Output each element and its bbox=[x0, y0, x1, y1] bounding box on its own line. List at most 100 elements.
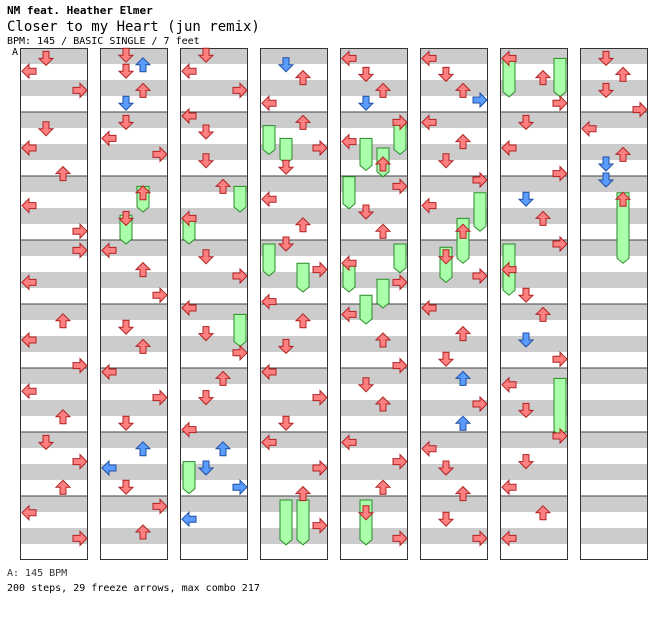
left-arrow bbox=[261, 434, 277, 451]
up-arrow bbox=[614, 191, 632, 207]
beat-stripe bbox=[100, 112, 168, 128]
up-arrow bbox=[54, 165, 72, 182]
up-arrow bbox=[134, 261, 152, 278]
left-arrow bbox=[341, 50, 357, 67]
right-arrow bbox=[232, 478, 248, 496]
down-arrow bbox=[277, 415, 295, 431]
freeze-arrow bbox=[262, 243, 276, 277]
up-arrow bbox=[534, 306, 552, 322]
beat-stripe bbox=[20, 240, 88, 256]
right-arrow bbox=[72, 222, 88, 240]
beat-stripe bbox=[500, 144, 568, 160]
beat-stripe bbox=[260, 432, 328, 448]
beat-stripe bbox=[260, 176, 328, 192]
right-arrow bbox=[552, 235, 568, 253]
down-arrow bbox=[117, 319, 135, 335]
beat-stripe bbox=[340, 336, 408, 352]
left-arrow bbox=[261, 293, 277, 310]
beat-stripe bbox=[180, 208, 248, 224]
beat-stripe bbox=[180, 48, 248, 64]
beat-stripe bbox=[180, 304, 248, 320]
up-arrow bbox=[454, 82, 472, 98]
beat-stripe bbox=[20, 80, 88, 96]
right-arrow bbox=[392, 453, 408, 470]
down-arrow bbox=[517, 332, 535, 348]
beat-stripe bbox=[260, 80, 328, 96]
beat-stripe bbox=[260, 368, 328, 384]
beat-stripe bbox=[500, 528, 568, 544]
left-arrow bbox=[341, 133, 357, 150]
up-arrow bbox=[294, 69, 312, 86]
beat-stripe bbox=[20, 112, 88, 128]
beat-stripe bbox=[100, 400, 168, 416]
down-arrow bbox=[197, 326, 215, 342]
down-arrow bbox=[437, 153, 455, 169]
left-arrow bbox=[421, 299, 437, 317]
up-arrow bbox=[214, 178, 232, 194]
beat-stripe bbox=[20, 336, 88, 352]
beat-stripe bbox=[340, 176, 408, 192]
beat-stripe bbox=[20, 144, 88, 160]
down-arrow bbox=[437, 249, 455, 265]
beat-stripe bbox=[100, 496, 168, 512]
beat-stripe bbox=[20, 208, 88, 224]
beat-stripe bbox=[580, 336, 648, 352]
beat-stripe bbox=[100, 368, 168, 384]
down-arrow bbox=[197, 390, 215, 406]
beat-stripe bbox=[340, 208, 408, 224]
up-arrow bbox=[54, 479, 72, 495]
beat-stripe bbox=[580, 496, 648, 512]
left-arrow bbox=[501, 50, 517, 67]
right-arrow bbox=[312, 139, 328, 157]
freeze-arrow bbox=[553, 57, 567, 98]
beat-stripe bbox=[420, 528, 488, 544]
beat-stripe bbox=[340, 304, 408, 320]
right-arrow bbox=[472, 395, 488, 413]
down-arrow bbox=[277, 57, 295, 73]
left-arrow bbox=[261, 190, 277, 208]
beat-stripe bbox=[500, 112, 568, 128]
beat-stripe bbox=[20, 176, 88, 192]
beat-stripe bbox=[580, 240, 648, 256]
beat-stripe bbox=[20, 368, 88, 384]
down-arrow bbox=[357, 377, 375, 393]
left-arrow bbox=[101, 242, 117, 259]
beat-stripe bbox=[340, 240, 408, 256]
column-border bbox=[180, 48, 248, 560]
up-arrow bbox=[134, 82, 152, 98]
beat-stripe bbox=[20, 48, 88, 64]
right-arrow bbox=[472, 530, 488, 547]
left-arrow bbox=[181, 299, 197, 317]
up-arrow bbox=[54, 313, 72, 329]
right-arrow bbox=[232, 82, 248, 99]
beat-stripe bbox=[580, 176, 648, 192]
right-arrow bbox=[392, 357, 408, 374]
up-arrow bbox=[374, 332, 392, 348]
down-arrow bbox=[197, 153, 215, 169]
up-arrow bbox=[454, 415, 472, 431]
beat-stripe bbox=[260, 144, 328, 160]
beat-stripe bbox=[420, 336, 488, 352]
up-arrow bbox=[454, 325, 472, 342]
right-arrow bbox=[72, 82, 88, 99]
down-arrow bbox=[117, 210, 135, 227]
left-arrow bbox=[501, 139, 517, 157]
down-arrow bbox=[597, 82, 615, 99]
beat-stripe bbox=[100, 80, 168, 96]
left-arrow bbox=[261, 94, 277, 112]
down-arrow bbox=[437, 66, 455, 83]
beat-stripe bbox=[580, 208, 648, 224]
beat-stripe bbox=[180, 368, 248, 384]
freeze-arrow bbox=[233, 185, 247, 213]
beat-stripe bbox=[420, 48, 488, 64]
beat-stripe bbox=[180, 496, 248, 512]
right-arrow bbox=[152, 389, 168, 406]
down-arrow bbox=[517, 402, 535, 419]
beat-stripe bbox=[180, 144, 248, 160]
left-arrow bbox=[21, 331, 37, 349]
down-arrow bbox=[37, 50, 55, 67]
left-arrow bbox=[101, 363, 117, 381]
beat-stripe bbox=[420, 80, 488, 96]
beat-stripe bbox=[580, 144, 648, 160]
